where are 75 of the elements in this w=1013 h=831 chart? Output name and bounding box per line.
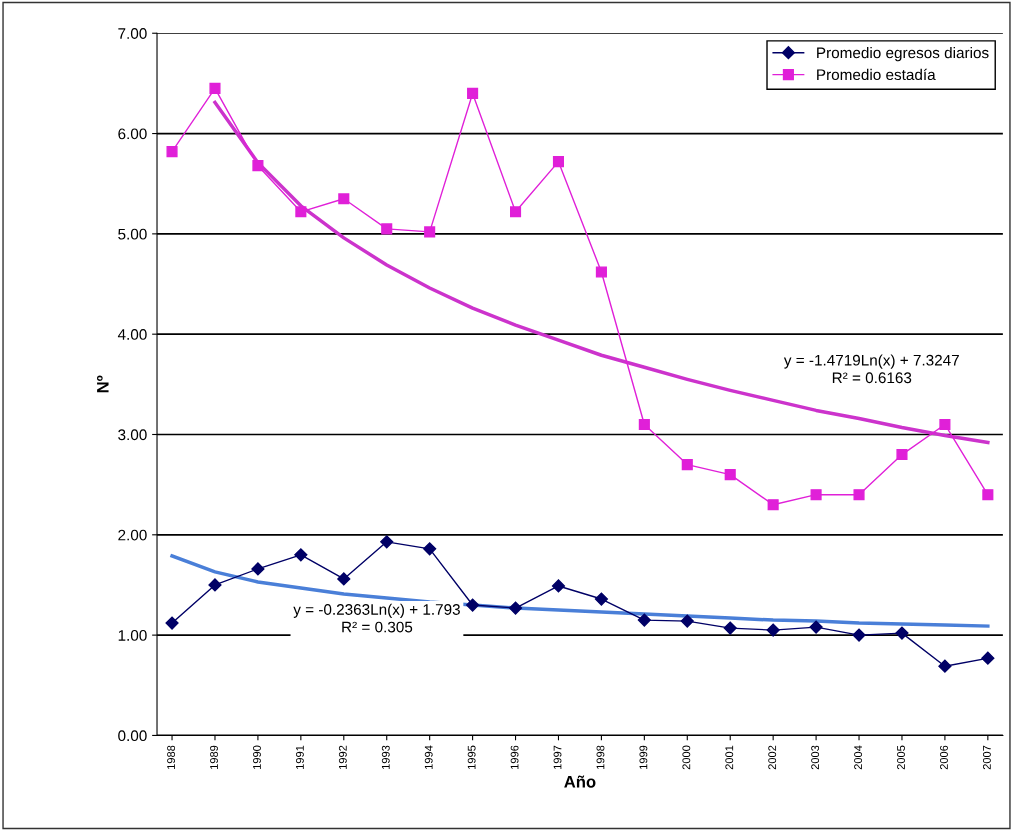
point xyxy=(939,418,951,431)
point xyxy=(938,659,952,673)
y-tick-label: 3.00 xyxy=(118,429,147,441)
point xyxy=(766,623,780,637)
point xyxy=(381,223,393,235)
annotation: y = -0.2363Ln(x) + 1.793 R² = 0.305 xyxy=(293,603,460,633)
y-tick-label: 0.00 xyxy=(118,730,147,742)
point xyxy=(852,628,866,642)
point xyxy=(637,613,651,627)
point xyxy=(337,572,351,586)
x-tick-label: 2006 xyxy=(940,745,948,770)
point xyxy=(380,535,394,549)
x-tick-label: 2004 xyxy=(854,745,863,770)
point xyxy=(338,193,350,205)
point xyxy=(209,82,221,94)
x-tick-label: 1999 xyxy=(639,745,648,770)
y-tick-label: 2.00 xyxy=(118,529,147,541)
x-tick-label: 1995 xyxy=(467,745,476,770)
point xyxy=(767,499,779,511)
x-tick-label: 2002 xyxy=(768,745,777,770)
point xyxy=(251,562,265,576)
point xyxy=(724,469,736,481)
point xyxy=(551,579,566,593)
x-tick-label: 2007 xyxy=(982,745,991,770)
point xyxy=(294,548,308,562)
x-tick-label: 1991 xyxy=(295,745,304,770)
point xyxy=(895,626,909,640)
point xyxy=(680,614,694,628)
point xyxy=(423,542,437,556)
x-tick-label: 1993 xyxy=(381,745,390,770)
x-axis-title: Año xyxy=(564,775,596,788)
point xyxy=(809,620,823,634)
x-tick-label: 2005 xyxy=(897,745,905,770)
x-tick-label: 1989 xyxy=(210,745,218,770)
x-tick-label: 1990 xyxy=(253,745,261,770)
x-tick-label: 1994 xyxy=(424,745,433,770)
y-tick-label: 6.00 xyxy=(118,128,147,140)
x-tick-label: 1997 xyxy=(553,745,562,770)
legend-label: Promedio egresos diarios xyxy=(817,46,989,62)
y-tick-label: 4.00 xyxy=(117,329,147,340)
x-tick-label: 1996 xyxy=(510,745,519,770)
x-tick-label: 1988 xyxy=(167,745,176,770)
point xyxy=(810,489,822,501)
point xyxy=(982,489,994,501)
point xyxy=(424,226,436,238)
x-tick-label: 2003 xyxy=(811,745,820,770)
y-axis-title: Nº xyxy=(97,375,109,393)
point xyxy=(853,489,865,501)
point xyxy=(165,616,179,630)
legend-label: Promedio estadía xyxy=(817,68,936,81)
x-tick-label: 1992 xyxy=(338,745,347,770)
point xyxy=(595,266,607,278)
point xyxy=(466,598,480,612)
y-tick-label: 1.00 xyxy=(118,629,147,641)
point xyxy=(552,156,565,168)
line-series xyxy=(213,100,990,445)
annotation: y = -1.4719Ln(x) + 7.3247 R² = 0.6163 xyxy=(783,354,959,384)
x-tick-label: 2000 xyxy=(682,745,691,770)
x-tick-label: 1998 xyxy=(596,745,605,770)
point xyxy=(723,621,737,635)
x-tick-label: 2001 xyxy=(725,745,734,770)
y-tick-label: 7.00 xyxy=(118,28,147,39)
point xyxy=(681,459,693,471)
point xyxy=(509,206,522,218)
y-tick-label: 5.00 xyxy=(118,228,147,240)
point xyxy=(208,578,222,592)
point xyxy=(295,206,307,218)
point xyxy=(252,160,264,172)
point xyxy=(896,449,908,461)
point xyxy=(638,418,650,431)
point xyxy=(981,651,995,665)
point xyxy=(594,592,608,606)
point xyxy=(508,601,523,615)
point xyxy=(467,87,479,99)
point xyxy=(166,146,178,158)
